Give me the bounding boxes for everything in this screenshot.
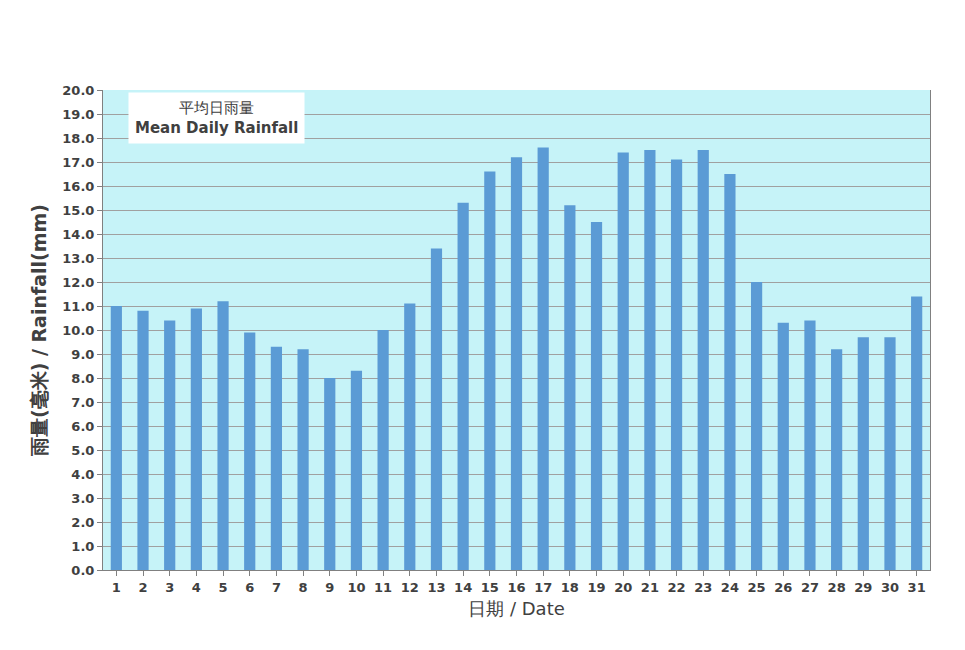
svg-text:22: 22: [668, 580, 686, 595]
svg-text:5.0: 5.0: [71, 443, 94, 458]
svg-text:14: 14: [454, 580, 472, 595]
svg-text:23: 23: [694, 580, 712, 595]
svg-text:7.0: 7.0: [71, 395, 94, 410]
svg-text:2: 2: [138, 580, 147, 595]
svg-text:4: 4: [192, 580, 201, 595]
svg-text:21: 21: [641, 580, 659, 595]
svg-text:9: 9: [325, 580, 334, 595]
svg-text:16.0: 16.0: [62, 179, 94, 194]
svg-text:6: 6: [245, 580, 254, 595]
svg-text:11: 11: [374, 580, 392, 595]
svg-text:17: 17: [534, 580, 552, 595]
svg-text:29: 29: [854, 580, 872, 595]
svg-text:16: 16: [507, 580, 525, 595]
svg-text:10.0: 10.0: [62, 323, 94, 338]
svg-text:15.0: 15.0: [62, 203, 94, 218]
svg-text:20.0: 20.0: [62, 83, 94, 98]
svg-text:13: 13: [427, 580, 445, 595]
svg-text:13.0: 13.0: [62, 251, 94, 266]
svg-text:0.0: 0.0: [71, 563, 94, 578]
svg-text:19.0: 19.0: [62, 107, 94, 122]
svg-text:2.0: 2.0: [71, 515, 94, 530]
svg-text:6.0: 6.0: [71, 419, 94, 434]
svg-text:31: 31: [908, 580, 926, 595]
svg-text:26: 26: [774, 580, 792, 595]
svg-text:7: 7: [272, 580, 281, 595]
svg-text:9.0: 9.0: [71, 347, 94, 362]
svg-text:28: 28: [828, 580, 846, 595]
svg-text:1: 1: [112, 580, 121, 595]
svg-text:10: 10: [347, 580, 365, 595]
svg-text:25: 25: [748, 580, 766, 595]
svg-text:30: 30: [881, 580, 899, 595]
svg-text:27: 27: [801, 580, 819, 595]
svg-text:14.0: 14.0: [62, 227, 94, 242]
svg-text:12.0: 12.0: [62, 275, 94, 290]
svg-text:12: 12: [401, 580, 419, 595]
svg-text:15: 15: [481, 580, 499, 595]
svg-text:3.0: 3.0: [71, 491, 94, 506]
svg-text:17.0: 17.0: [62, 155, 94, 170]
svg-text:日期 / Date: 日期 / Date: [468, 598, 565, 619]
svg-text:11.0: 11.0: [62, 299, 94, 314]
svg-text:18.0: 18.0: [62, 131, 94, 146]
svg-text:18: 18: [561, 580, 579, 595]
svg-text:3: 3: [165, 580, 174, 595]
svg-text:平均日雨量Mean Daily Rainfall: 平均日雨量Mean Daily Rainfall: [135, 99, 298, 137]
svg-text:5: 5: [219, 580, 228, 595]
svg-text:8: 8: [299, 580, 308, 595]
svg-text:20: 20: [614, 580, 632, 595]
svg-text:4.0: 4.0: [71, 467, 94, 482]
svg-text:雨量(毫米) / Rainfall(mm): 雨量(毫米) / Rainfall(mm): [28, 204, 50, 457]
svg-text:19: 19: [587, 580, 605, 595]
svg-text:8.0: 8.0: [71, 371, 94, 386]
svg-text:24: 24: [721, 580, 739, 595]
svg-text:1.0: 1.0: [71, 539, 94, 554]
